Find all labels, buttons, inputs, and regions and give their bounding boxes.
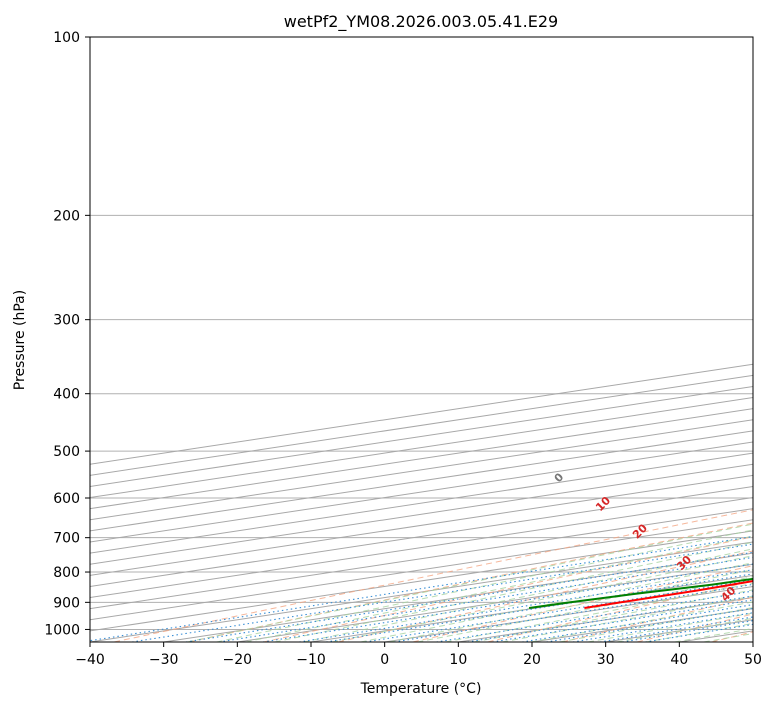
x-tick-label: −20 <box>223 652 253 668</box>
y-tick-label: 200 <box>53 208 80 224</box>
y-tick-label: 700 <box>53 531 80 547</box>
y-axis-label: Pressure (hPa) <box>12 290 28 390</box>
y-tick-label: 100 <box>53 30 80 46</box>
chart-title: wetPf2_YM08.2026.003.05.41.E29 <box>284 12 558 32</box>
x-tick-label: 30 <box>597 652 615 668</box>
x-tick-label: 0 <box>380 652 389 668</box>
x-tick-label: −30 <box>149 652 179 668</box>
y-tick-label: 500 <box>53 444 80 460</box>
y-tick-label: 400 <box>53 387 80 403</box>
y-tick-label: 600 <box>53 491 80 507</box>
y-tick-label: 300 <box>53 313 80 329</box>
x-tick-label: −10 <box>296 652 326 668</box>
y-tick-label: 800 <box>53 565 80 581</box>
x-tick-label: 10 <box>449 652 467 668</box>
x-axis-label: Temperature (°C) <box>360 681 482 697</box>
x-tick-label: 50 <box>744 652 762 668</box>
y-tick-label: 900 <box>53 595 80 611</box>
x-tick-label: 20 <box>523 652 541 668</box>
x-tick-label: −40 <box>75 652 105 668</box>
skewt-chart: wetPf2_YM08.2026.003.05.41.E29 0.10.20.4… <box>0 0 775 708</box>
x-tick-label: 40 <box>670 652 688 668</box>
y-tick-label: 1000 <box>44 622 80 638</box>
chart-background <box>0 0 775 708</box>
